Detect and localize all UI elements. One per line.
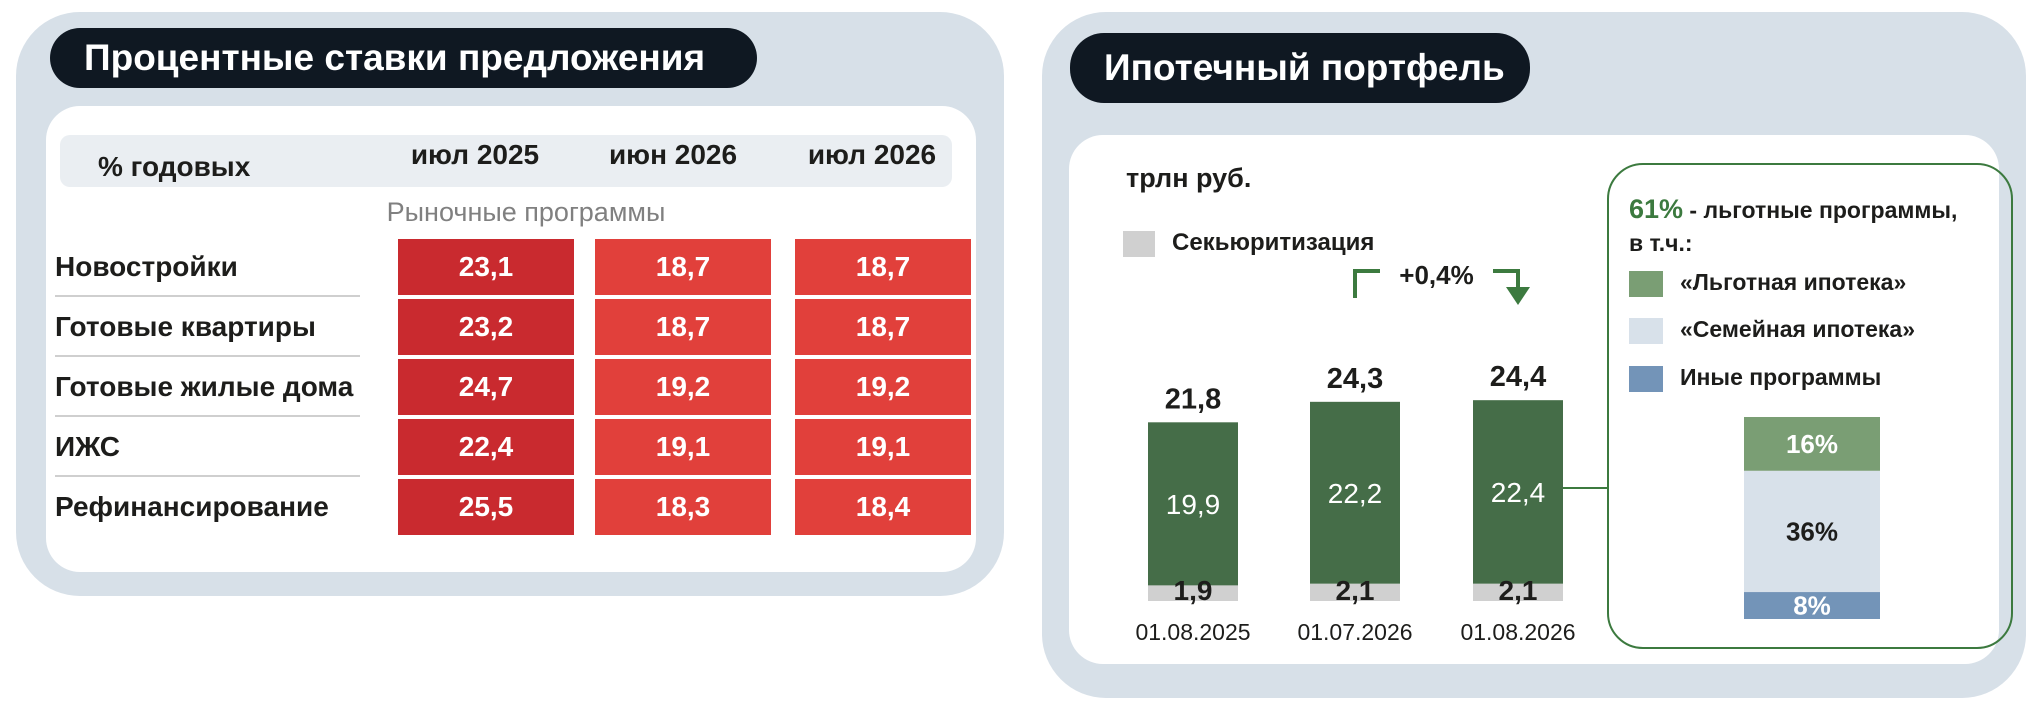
change-bracket-right [1493, 269, 1520, 289]
x-tick-label: 01.08.2026 [1460, 619, 1575, 645]
change-arrow-icon [1506, 287, 1530, 305]
legend-swatch-preferential [1629, 271, 1663, 297]
rate-cell: 18,7 [795, 239, 971, 295]
legend-label-preferential: «Льготная ипотека» [1680, 269, 1907, 295]
bar-value-label: 22,4 [1491, 477, 1546, 508]
column-header: июл 2026 [807, 139, 937, 170]
change-label: +0,4% [1399, 260, 1473, 290]
x-tick-label: 01.08.2025 [1135, 619, 1250, 645]
legend-label-securitization: Секьюритизация [1172, 229, 1375, 256]
change-bracket-left [1353, 269, 1380, 298]
rate-cell: 25,5 [398, 479, 574, 535]
securitization-value-label: 2,1 [1336, 575, 1375, 606]
bar-securitization [1473, 583, 1563, 601]
row-label: Готовые жилые дома [55, 359, 360, 417]
breakdown-segment [1744, 417, 1880, 471]
rates-card: % годовых июл 2025 июн 2026 июл 2026 Рын… [46, 106, 976, 572]
rate-cell: 19,2 [795, 359, 971, 415]
unit-label: трлн руб. [1126, 163, 1252, 193]
bar-securitization [1310, 583, 1400, 601]
bar-total-label: 21,8 [1165, 383, 1221, 415]
bar-value-label: 19,9 [1166, 489, 1221, 520]
rate-cell: 18,4 [795, 479, 971, 535]
table-header: % годовых июл 2025 июн 2026 июл 2026 [60, 135, 952, 187]
legend-label-other: Иные программы [1680, 364, 1882, 390]
row-label: Рефинансирование [55, 491, 329, 522]
securitization-value-label: 2,1 [1499, 575, 1538, 606]
breakdown-share-text: - льготные программы, [1683, 197, 1958, 223]
legend-swatch-other [1629, 366, 1663, 392]
rate-cell: 19,2 [595, 359, 771, 415]
breakdown-segment [1744, 470, 1880, 593]
securitization-value-label: 1,9 [1174, 575, 1213, 606]
bar-total-label: 24,4 [1490, 361, 1546, 393]
bar-main [1148, 422, 1238, 586]
breakdown-segment-label: 16% [1786, 429, 1838, 459]
legend-swatch-family [1629, 318, 1663, 344]
bar-securitization [1148, 585, 1238, 601]
legend-label-family: «Семейная ипотека» [1680, 316, 1915, 342]
row-label: Готовые квартиры [55, 299, 360, 357]
breakdown-heading: 61% - льготные программы, в т.ч.: [1629, 193, 1957, 260]
portfolio-card: трлн руб. Секьюритизация 19,9 1,9 21,8 01.0… [1069, 135, 2013, 664]
breakdown-segment-label: 36% [1786, 516, 1838, 546]
rates-panel: Процентные ставки предложения % годовых … [16, 12, 1004, 596]
breakdown-segment-label: 8% [1793, 591, 1831, 621]
section-subheader: Рыночные программы [386, 197, 666, 227]
breakdown-segment [1744, 592, 1880, 619]
bar-value-label: 22,2 [1328, 478, 1383, 509]
rate-cell: 19,1 [795, 419, 971, 475]
row-label: ИЖС [55, 419, 360, 477]
rate-cell: 22,4 [398, 419, 574, 475]
portfolio-chart: 19,9 1,9 21,8 01.08.2025 22,2 2,1 24,3 01.07.20… [1135, 260, 1607, 645]
column-header: июн 2026 [608, 139, 738, 170]
rate-cell: 24,7 [398, 359, 574, 415]
column-header: июл 2025 [410, 139, 540, 170]
rate-cell: 18,7 [795, 299, 971, 355]
bar-main [1310, 401, 1400, 584]
row-label: Новостройки [55, 239, 360, 297]
x-tick-label: 01.07.2026 [1297, 619, 1412, 645]
bar-total-label: 24,3 [1327, 363, 1383, 395]
rates-title: Процентные ставки предложения [50, 28, 757, 88]
breakdown-bar: 16% 36% 8% [1744, 417, 1880, 621]
legend-swatch-securitization [1123, 231, 1155, 257]
breakdown-share: 61% [1629, 194, 1684, 224]
portfolio-panel: Ипотечный портфель трлн руб. Секьюритиза… [1042, 12, 2026, 698]
rate-cell: 18,7 [595, 299, 771, 355]
bar-main [1473, 400, 1563, 584]
rate-cell: 18,7 [595, 239, 771, 295]
breakdown-box: 61% - льготные программы, в т.ч.: «Льгот… [1607, 163, 2013, 649]
breakdown-share-text-2: в т.ч.: [1629, 230, 1693, 256]
rate-cell: 18,3 [595, 479, 771, 535]
rate-cell: 23,1 [398, 239, 574, 295]
rate-cell: 19,1 [595, 419, 771, 475]
portfolio-title: Ипотечный портфель [1070, 33, 1530, 103]
unit-header: % годовых [98, 151, 251, 182]
rate-cell: 23,2 [398, 299, 574, 355]
